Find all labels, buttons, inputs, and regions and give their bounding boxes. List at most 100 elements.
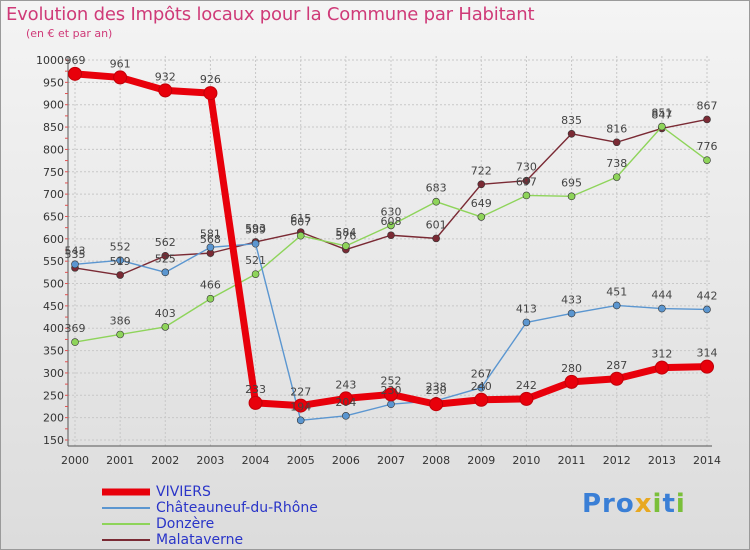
data-label: 969 xyxy=(65,54,86,67)
data-label: 697 xyxy=(516,175,537,188)
data-label: 926 xyxy=(200,73,221,86)
y-tick-label: 300 xyxy=(43,367,64,380)
y-tick-label: 250 xyxy=(43,389,64,402)
data-label: 535 xyxy=(65,248,86,261)
data-label: 630 xyxy=(381,205,402,218)
legend-label: Châteauneuf-du-Rhône xyxy=(156,500,318,516)
data-point xyxy=(206,243,215,252)
data-label: 444 xyxy=(651,289,672,302)
data-point xyxy=(703,115,711,124)
data-point xyxy=(522,191,531,200)
data-label: 835 xyxy=(561,114,582,127)
x-tick-label: 2002 xyxy=(151,454,179,467)
data-point xyxy=(296,231,305,240)
chart-title: Evolution des Impôts locaux pour la Comm… xyxy=(6,4,535,25)
data-label: 442 xyxy=(697,289,718,302)
data-label: 607 xyxy=(290,216,311,229)
data-label: 543 xyxy=(65,244,86,257)
y-tick-label: 600 xyxy=(43,233,64,246)
chart-subtitle: (en € et par an) xyxy=(26,27,113,40)
data-label: 413 xyxy=(516,302,537,315)
data-label: 386 xyxy=(110,314,131,327)
data-label: 576 xyxy=(335,230,356,243)
data-point xyxy=(519,391,534,406)
data-point xyxy=(161,268,170,277)
y-tick-label: 350 xyxy=(43,345,64,358)
legend-label: VIVIERS xyxy=(156,484,211,500)
data-label: 722 xyxy=(471,164,492,177)
data-point xyxy=(71,260,79,269)
data-label: 568 xyxy=(200,233,221,246)
x-tick-label: 2014 xyxy=(693,454,721,467)
data-point xyxy=(477,213,486,221)
data-point xyxy=(116,330,124,339)
data-label: 851 xyxy=(651,107,672,120)
legend-label: Donzère xyxy=(156,516,215,532)
data-point xyxy=(432,197,440,206)
data-label: 433 xyxy=(561,293,582,306)
data-point xyxy=(251,270,260,278)
legend-swatch-malataverne xyxy=(102,539,150,541)
y-tick-label: 950 xyxy=(43,76,64,89)
data-label: 242 xyxy=(516,379,537,392)
data-label: 589 xyxy=(245,224,266,237)
data-point xyxy=(342,412,350,420)
data-label: 932 xyxy=(155,70,176,83)
y-tick-label: 450 xyxy=(43,300,64,313)
data-label: 649 xyxy=(471,197,492,210)
data-point xyxy=(387,400,395,409)
data-label: 738 xyxy=(606,157,627,170)
data-point xyxy=(68,66,82,81)
data-label: 730 xyxy=(516,161,537,174)
data-point xyxy=(703,305,711,314)
data-point xyxy=(116,271,124,279)
data-point xyxy=(700,359,714,374)
data-point xyxy=(158,83,173,98)
data-label: 525 xyxy=(155,252,176,265)
data-point xyxy=(612,173,621,181)
x-tick-label: 2008 xyxy=(422,454,450,467)
data-point xyxy=(477,180,486,189)
data-label: 403 xyxy=(155,307,176,320)
data-label: 601 xyxy=(426,218,447,231)
data-label: 615 xyxy=(290,212,311,225)
data-label: 695 xyxy=(561,176,582,189)
y-tick-label: 800 xyxy=(43,143,64,156)
data-label: 451 xyxy=(606,285,627,298)
x-tick-label: 2012 xyxy=(603,454,631,467)
y-tick-label: 750 xyxy=(43,166,64,179)
data-label: 562 xyxy=(155,236,176,249)
y-tick-label: 1000 xyxy=(36,54,64,67)
proxiti-logo: Proxiti xyxy=(582,489,686,519)
data-point xyxy=(206,294,215,303)
y-tick-label: 700 xyxy=(43,188,64,201)
data-point xyxy=(338,391,353,406)
data-point xyxy=(203,86,218,101)
data-point xyxy=(654,360,669,375)
y-tick-label: 150 xyxy=(43,434,64,447)
data-point xyxy=(658,304,666,313)
data-label: 521 xyxy=(245,254,266,267)
y-tick-label: 400 xyxy=(43,322,64,335)
data-label: 267 xyxy=(471,368,492,381)
x-tick-label: 2009 xyxy=(467,454,495,467)
data-point xyxy=(161,323,170,331)
data-label: 280 xyxy=(561,362,582,375)
data-label: 683 xyxy=(426,182,447,195)
x-tick-label: 2003 xyxy=(196,454,224,467)
data-point xyxy=(296,416,305,425)
data-label: 204 xyxy=(335,396,356,409)
data-label: 238 xyxy=(426,381,447,394)
data-point xyxy=(474,392,489,407)
data-point xyxy=(522,176,531,185)
x-tick-label: 2013 xyxy=(648,454,676,467)
x-tick-label: 2007 xyxy=(377,454,405,467)
data-label: 243 xyxy=(335,378,356,391)
data-point xyxy=(658,122,666,131)
data-point xyxy=(703,156,711,164)
x-tick-label: 2001 xyxy=(106,454,134,467)
x-tick-label: 2011 xyxy=(558,454,586,467)
data-label: 240 xyxy=(471,380,492,393)
data-label: 233 xyxy=(245,383,266,396)
